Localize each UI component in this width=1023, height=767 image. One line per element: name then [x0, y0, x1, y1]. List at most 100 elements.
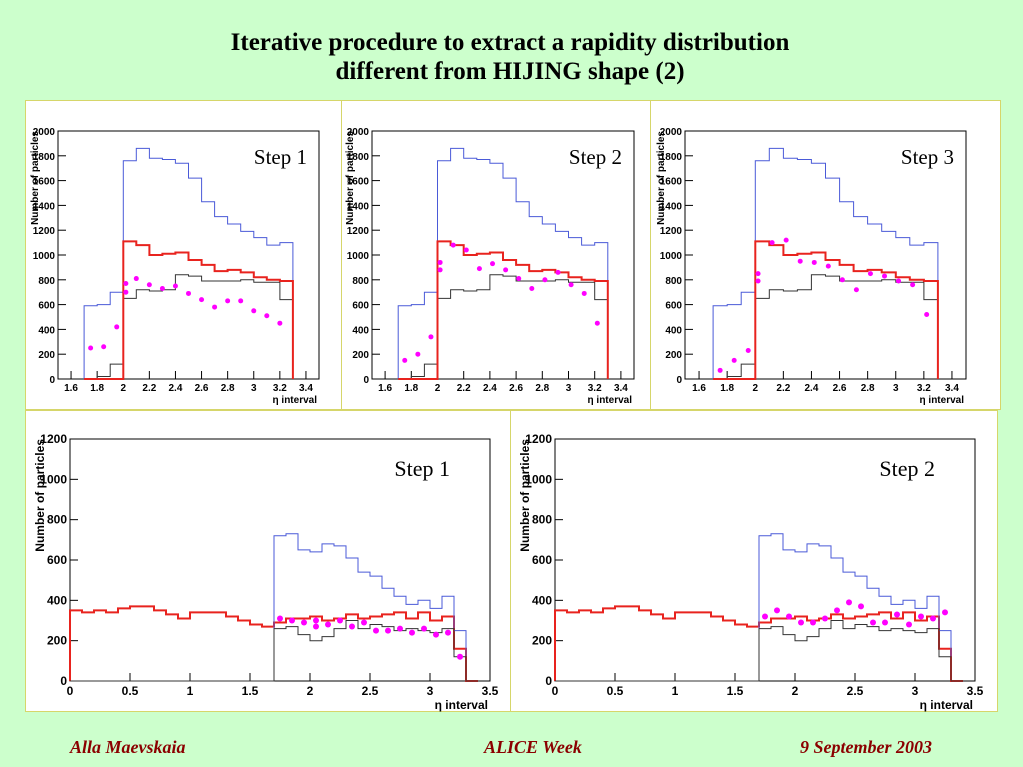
- y-axis-label: Number of particles: [518, 439, 532, 552]
- chart-bottom-step1: 0 200 400 600 800 1000 1200 0 0.5 1 1.5 2 2.5 3 3.5η i…: [33, 432, 499, 712]
- x-tick-label: 3.5: [482, 684, 499, 698]
- footer-author: Alla Maevskaia: [70, 737, 186, 757]
- data-point: [762, 613, 768, 620]
- y-tick-label: 2000: [33, 127, 56, 138]
- data-point: [415, 351, 421, 357]
- data-point: [942, 609, 948, 616]
- data-point: [146, 282, 152, 288]
- y-axis-label: Number of particles: [656, 131, 667, 225]
- blue-histogram-line: [712, 147, 939, 379]
- x-tick-label: 3: [893, 383, 899, 394]
- slide-title: Iterative procedure to extract a rapidit…: [120, 28, 900, 86]
- data-point: [846, 599, 852, 606]
- x-tick-label: 1: [672, 684, 679, 698]
- y-tick-label: 2000: [347, 127, 370, 138]
- data-point: [834, 607, 840, 614]
- data-point: [717, 367, 723, 373]
- y-tick-label: 200: [665, 350, 682, 361]
- data-point: [769, 240, 775, 246]
- data-point: [825, 263, 831, 269]
- y-tick-label: 1000: [40, 472, 67, 486]
- data-point: [437, 267, 443, 273]
- data-point: [755, 271, 761, 277]
- y-tick-label: 600: [532, 553, 552, 567]
- step-label: Step 2: [569, 145, 622, 169]
- black-histogram-line: [555, 620, 963, 682]
- x-tick-label: 2.6: [195, 383, 209, 394]
- x-tick-label: 1.8: [404, 383, 418, 394]
- x-tick-label: 1.6: [378, 383, 392, 394]
- data-point: [123, 281, 129, 287]
- data-point: [930, 615, 936, 622]
- data-point: [490, 261, 496, 267]
- step-label: Step 2: [879, 456, 935, 481]
- data-point: [264, 313, 270, 319]
- data-point: [896, 278, 902, 284]
- data-point: [731, 357, 737, 363]
- data-point: [882, 273, 888, 279]
- data-point: [159, 285, 165, 291]
- x-tick-label: 2.2: [142, 383, 156, 394]
- data-point: [238, 298, 244, 304]
- y-axis-label: Number of particles: [30, 131, 41, 225]
- x-tick-label: 3: [251, 383, 257, 394]
- y-tick-label: 400: [665, 325, 682, 336]
- data-point: [810, 619, 816, 626]
- data-point: [870, 619, 876, 626]
- y-tick-label: 1600: [347, 177, 370, 188]
- chart-top-step2: 0 200 400 600 800 1000 1200 1400 1600 1800 2000 1.6…: [345, 127, 635, 406]
- data-point: [529, 285, 535, 291]
- x-tick-label: 1.8: [720, 383, 734, 394]
- x-tick-label: 1.6: [692, 383, 706, 394]
- x-tick-label: 2: [792, 684, 799, 698]
- y-tick-label: 1400: [660, 201, 683, 212]
- x-axis-label: η interval: [435, 698, 488, 712]
- y-tick-label: 1800: [347, 152, 370, 163]
- x-tick-label: 2.4: [483, 383, 497, 394]
- y-tick-label: 200: [352, 350, 369, 361]
- y-tick-label: 1800: [33, 152, 56, 163]
- x-tick-label: 2.4: [804, 383, 818, 394]
- data-point: [212, 304, 218, 310]
- data-point: [786, 613, 792, 620]
- x-tick-label: 3: [427, 684, 434, 698]
- x-tick-label: 1: [187, 684, 194, 698]
- x-tick-label: 2.2: [776, 383, 790, 394]
- red-histogram-line: [398, 240, 609, 380]
- data-point: [476, 266, 482, 272]
- black-histogram-line: [84, 274, 294, 380]
- data-point: [783, 237, 789, 243]
- data-point: [503, 267, 509, 273]
- data-point: [450, 242, 456, 248]
- step-label: Step 3: [901, 145, 954, 169]
- data-point: [568, 282, 574, 288]
- data-point: [894, 611, 900, 618]
- data-point: [437, 259, 443, 265]
- data-point: [516, 276, 522, 282]
- title-line-1: Iterative procedure to extract a rapidit…: [230, 29, 790, 56]
- blue-histogram-line: [83, 147, 294, 379]
- chart-bottom-step2: 0 200 400 600 800 1000 1200 0 0.5 1 1.5 2 2.5 3 3.5η i…: [518, 432, 984, 712]
- x-tick-label: 0.5: [122, 684, 139, 698]
- data-point: [433, 631, 439, 638]
- y-tick-label: 0: [49, 375, 55, 386]
- x-tick-label: 2: [752, 383, 758, 394]
- chart-panel-top-1: 0 200 400 600 800 1000 1200 1400 1600 1800 2000 1.6…: [25, 100, 342, 410]
- data-point: [402, 357, 408, 363]
- data-point: [313, 617, 319, 624]
- x-tick-label: 1.6: [64, 383, 78, 394]
- y-tick-label: 0: [676, 375, 682, 386]
- x-tick-label: 2: [307, 684, 314, 698]
- data-point: [822, 615, 828, 622]
- y-tick-label: 1400: [33, 201, 56, 212]
- x-axis-label: η interval: [273, 395, 318, 406]
- data-point: [555, 269, 561, 275]
- data-point: [313, 623, 319, 630]
- y-tick-label: 2000: [660, 127, 683, 138]
- data-point: [325, 621, 331, 628]
- y-tick-label: 800: [352, 276, 369, 287]
- y-tick-label: 1000: [660, 251, 683, 262]
- y-tick-label: 1200: [525, 432, 552, 446]
- data-point: [581, 290, 587, 296]
- y-tick-label: 600: [352, 301, 369, 312]
